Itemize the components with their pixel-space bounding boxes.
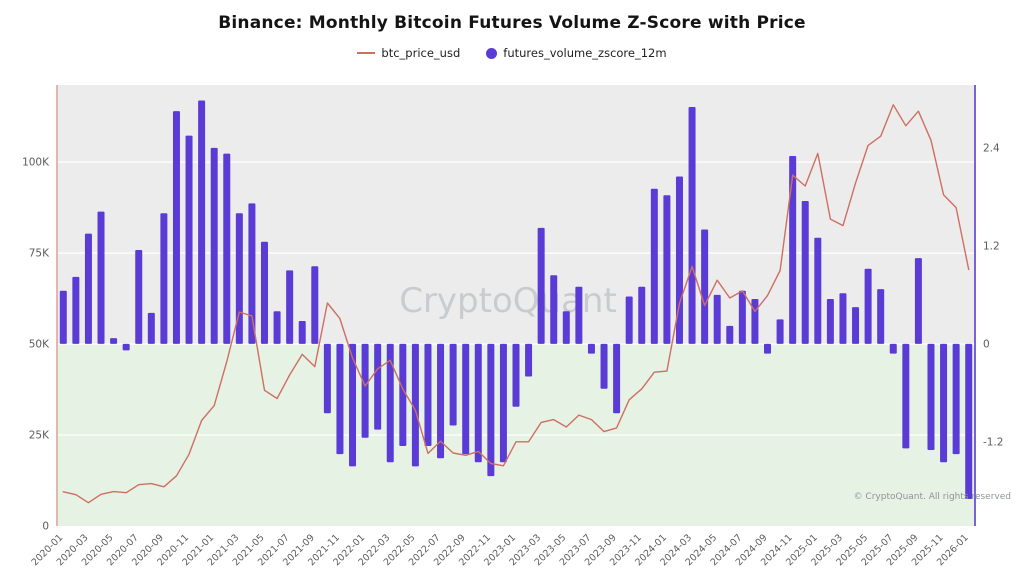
zscore-bar-2024-12[interactable]	[801, 200, 809, 344]
zscore-bar-2021-04[interactable]	[248, 203, 256, 344]
zscore-bar-2024-10[interactable]	[776, 319, 784, 344]
right-axis-tick-label: 1.2	[983, 240, 1000, 252]
left-axis-tick-label: 75K	[29, 248, 50, 260]
zscore-bar-2021-06[interactable]	[273, 311, 281, 344]
legend-item-zscore[interactable]: futures_volume_zscore_12m	[486, 46, 667, 60]
zscore-bar-2020-12[interactable]	[198, 100, 206, 344]
chart-legend: btc_price_usd futures_volume_zscore_12m	[0, 46, 1024, 60]
zscore-bar-2024-03[interactable]	[688, 107, 696, 344]
zscore-bar-2023-06[interactable]	[575, 286, 583, 344]
zscore-bar-2025-01[interactable]	[814, 237, 822, 344]
zscore-bar-2020-02[interactable]	[72, 276, 80, 344]
zscore-bar-2020-03[interactable]	[84, 233, 92, 344]
copyright-notice: © CryptoQuant. All rights reserved	[853, 492, 1011, 502]
zscore-dot-swatch-icon	[486, 47, 498, 59]
zscore-bar-2021-01[interactable]	[210, 147, 218, 344]
zscore-bar-2025-04[interactable]	[852, 307, 860, 344]
zscore-bar-2020-01[interactable]	[59, 290, 67, 344]
zscore-bar-2020-06[interactable]	[122, 343, 130, 351]
zscore-bar-2022-09[interactable]	[462, 343, 470, 455]
zscore-bar-2023-04[interactable]	[550, 275, 558, 344]
right-axis-tick-label: -1.2	[983, 436, 1004, 448]
zscore-bar-2025-02[interactable]	[826, 298, 834, 344]
zscore-bar-2022-02[interactable]	[374, 343, 382, 430]
zscore-bar-2022-07[interactable]	[437, 343, 445, 459]
zscore-bar-2021-10[interactable]	[323, 343, 331, 414]
zscore-bar-2023-01[interactable]	[512, 343, 520, 407]
left-axis-tick-label: 100K	[22, 157, 50, 169]
watermark: CryptoQuant	[399, 281, 617, 321]
zscore-bar-2022-01[interactable]	[361, 343, 369, 438]
zscore-bar-2025-10[interactable]	[927, 343, 935, 451]
zscore-bar-2025-11[interactable]	[940, 343, 948, 463]
zscore-bar-2024-01[interactable]	[663, 195, 671, 344]
zscore-bar-2020-11[interactable]	[185, 135, 193, 344]
zscore-bar-2021-11[interactable]	[336, 343, 344, 455]
zscore-bar-2025-05[interactable]	[864, 268, 872, 344]
zscore-bar-2025-09[interactable]	[914, 258, 922, 344]
zscore-bar-2023-10[interactable]	[625, 296, 633, 344]
zscore-bar-2021-03[interactable]	[235, 213, 243, 344]
zscore-bar-2024-08[interactable]	[751, 298, 759, 344]
zscore-bar-2020-08[interactable]	[147, 312, 155, 344]
left-axis-tick-label: 0	[42, 521, 49, 533]
zscore-bar-2024-11[interactable]	[789, 156, 797, 344]
zscore-bar-2023-09[interactable]	[613, 343, 621, 414]
zscore-bar-2023-07[interactable]	[587, 343, 595, 354]
zscore-bar-2022-04[interactable]	[399, 343, 407, 446]
zscore-bar-2022-12[interactable]	[499, 343, 507, 463]
zscore-bar-2026-01[interactable]	[965, 343, 973, 500]
zscore-bar-2023-03[interactable]	[537, 227, 545, 344]
zscore-bar-2021-05[interactable]	[260, 241, 268, 344]
plot-bg-above-zero	[57, 85, 975, 344]
zscore-bar-2025-03[interactable]	[839, 293, 847, 344]
legend-label-price: btc_price_usd	[381, 46, 461, 60]
zscore-bar-2024-07[interactable]	[738, 290, 746, 344]
zscore-bar-2024-06[interactable]	[726, 325, 734, 344]
zscore-bar-2022-11[interactable]	[487, 343, 495, 477]
zscore-bar-2020-10[interactable]	[172, 111, 180, 344]
btc-price-line[interactable]	[62, 104, 970, 504]
zscore-bar-2025-07[interactable]	[889, 343, 897, 354]
zscore-bar-2023-08[interactable]	[600, 343, 608, 389]
zscore-bar-2023-02[interactable]	[525, 343, 533, 377]
chart-title: Binance: Monthly Bitcoin Futures Volume …	[218, 13, 806, 33]
zscore-bar-2020-09[interactable]	[160, 213, 168, 344]
zscore-bar-2024-09[interactable]	[764, 343, 772, 354]
zscore-bar-2024-05[interactable]	[713, 294, 721, 344]
zscore-bar-2024-04[interactable]	[701, 229, 709, 344]
zscore-bar-2022-03[interactable]	[386, 343, 394, 463]
zscore-bar-2025-12[interactable]	[952, 343, 960, 455]
zscore-bar-2022-05[interactable]	[411, 343, 419, 467]
zscore-bar-2021-09[interactable]	[311, 266, 319, 344]
zscore-bar-2022-10[interactable]	[474, 343, 482, 463]
zscore-bar-2020-04[interactable]	[97, 211, 105, 344]
zscore-bar-2021-07[interactable]	[286, 270, 294, 344]
left-axis-tick-label: 50K	[29, 339, 50, 351]
legend-label-zscore: futures_volume_zscore_12m	[503, 46, 667, 60]
legend-item-btc-price[interactable]: btc_price_usd	[357, 46, 460, 60]
zscore-bar-2022-06[interactable]	[424, 343, 432, 446]
zscore-bar-2021-12[interactable]	[349, 343, 357, 467]
left-axis-tick-label: 25K	[29, 430, 50, 442]
zscore-bar-2024-02[interactable]	[675, 176, 683, 344]
zscore-bar-2023-05[interactable]	[562, 311, 570, 344]
zscore-bar-2020-05[interactable]	[110, 338, 118, 344]
zscore-bar-2020-07[interactable]	[135, 249, 143, 344]
zscore-bar-2025-08[interactable]	[902, 343, 910, 449]
zscore-bar-2021-08[interactable]	[298, 321, 306, 344]
zscore-bar-2022-08[interactable]	[449, 343, 457, 426]
zscore-bar-2023-12[interactable]	[650, 188, 658, 344]
right-axis-tick-label: 0	[983, 338, 990, 350]
zscore-bar-2021-02[interactable]	[223, 153, 231, 344]
right-axis-tick-label: 2.4	[983, 142, 1000, 154]
price-line-swatch-icon	[357, 52, 376, 54]
zscore-bar-2023-11[interactable]	[638, 286, 646, 344]
zscore-bar-2025-06[interactable]	[877, 289, 885, 344]
